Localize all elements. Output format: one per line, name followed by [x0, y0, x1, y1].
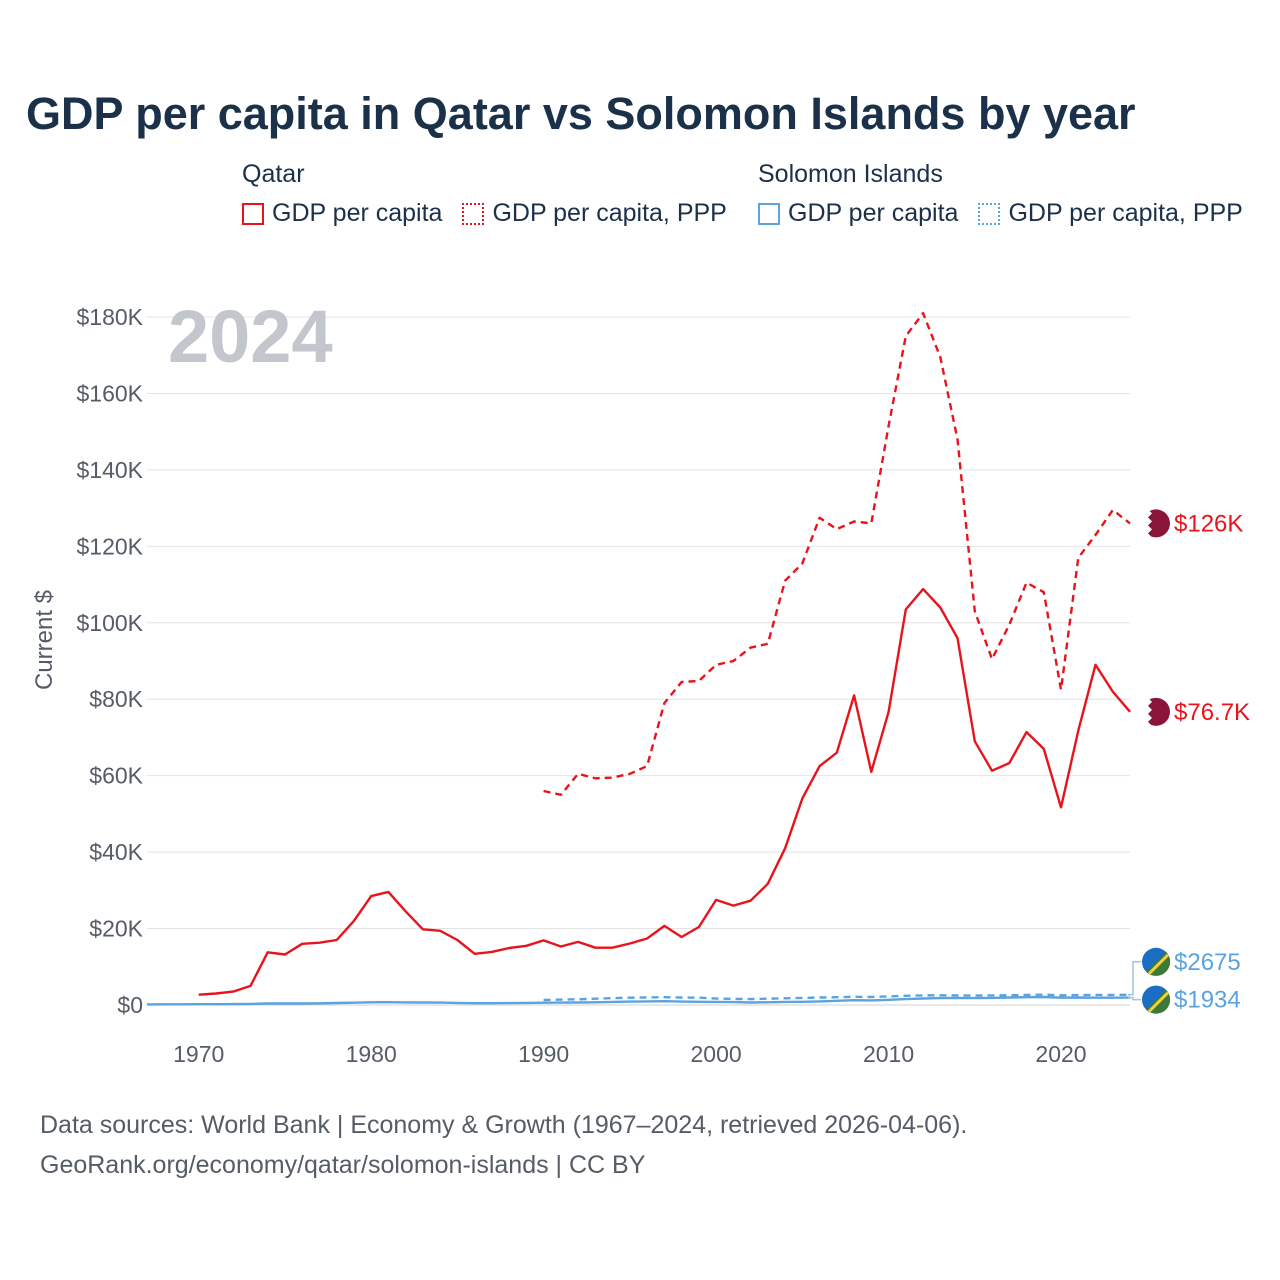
- y-axis-label: Current $: [31, 590, 58, 690]
- source-line-2: GeoRank.org/economy/qatar/solomon-island…: [40, 1151, 646, 1179]
- year-watermark: 2024: [168, 295, 333, 378]
- y-tick-label: $120K: [76, 533, 143, 559]
- leader-line: [1128, 996, 1141, 1001]
- y-tick-label: $20K: [89, 916, 143, 942]
- legend-swatch: [242, 202, 264, 225]
- legend-group-solomon: Solomon Islands GDP per capita GDP per c…: [758, 160, 1243, 228]
- legend-swatch: [758, 202, 780, 225]
- x-tick-label: 2020: [1035, 1041, 1086, 1067]
- y-tick-label: $60K: [89, 763, 143, 789]
- series-line-solomon-islands: [146, 995, 1131, 1006]
- series-line-solomon-islands-ppp: [543, 993, 1131, 1002]
- series-end-label: $126K: [1174, 510, 1243, 537]
- legend-swatch: [978, 202, 1001, 225]
- legend-label: GDP per capita, PPP: [1008, 199, 1243, 227]
- y-tick-label: $140K: [76, 457, 143, 483]
- x-tick-label: 2010: [863, 1041, 914, 1067]
- y-tick-label: $80K: [89, 686, 143, 712]
- y-tick-label: $160K: [76, 380, 143, 406]
- series-end-label: $2675: [1174, 949, 1241, 976]
- legend-item-solomon-gdp-ppp[interactable]: GDP per capita, PPP: [978, 199, 1243, 228]
- legend-item-solomon-gdp[interactable]: GDP per capita: [758, 199, 958, 228]
- chart-title: GDP per capita in Qatar vs Solomon Islan…: [26, 88, 1136, 139]
- y-tick-label: $180K: [76, 304, 143, 330]
- legend-group-title: Qatar: [242, 160, 305, 188]
- series-end-label: $1934: [1174, 987, 1241, 1014]
- solomon-flag-stripe: [1147, 991, 1170, 1013]
- y-tick-label: $40K: [89, 839, 143, 865]
- legend-group-qatar: Qatar GDP per capita GDP per capita, PPP: [242, 160, 727, 228]
- qatar-flag-serration: [1142, 697, 1152, 726]
- y-tick-label: $0: [117, 992, 143, 1018]
- x-tick-label: 2000: [691, 1041, 742, 1067]
- legend-swatch: [462, 202, 485, 225]
- series-line-qatar: [198, 587, 1131, 996]
- leader-line: [1128, 961, 1141, 996]
- series-line-qatar-ppp: [543, 312, 1131, 796]
- source-line-1: Data sources: World Bank | Economy & Gro…: [40, 1111, 968, 1139]
- x-tick-label: 1980: [346, 1041, 397, 1067]
- legend-label: GDP per capita: [788, 199, 959, 227]
- source-note: Data sources: World Bank | Economy & Gro…: [40, 1105, 967, 1185]
- x-tick-label: 1970: [173, 1041, 224, 1067]
- legend-label: GDP per capita: [272, 199, 443, 227]
- qatar-flag-serration: [1142, 509, 1152, 538]
- legend-item-qatar-gdp[interactable]: GDP per capita: [242, 199, 442, 228]
- legend-item-qatar-gdp-ppp[interactable]: GDP per capita, PPP: [462, 199, 727, 228]
- legend-label: GDP per capita, PPP: [492, 199, 727, 227]
- y-tick-label: $100K: [76, 610, 143, 636]
- legend-group-title: Solomon Islands: [758, 160, 943, 188]
- x-tick-label: 1990: [518, 1041, 569, 1067]
- solomon-flag-stripe: [1147, 953, 1170, 975]
- series-end-label: $76.7K: [1174, 699, 1250, 726]
